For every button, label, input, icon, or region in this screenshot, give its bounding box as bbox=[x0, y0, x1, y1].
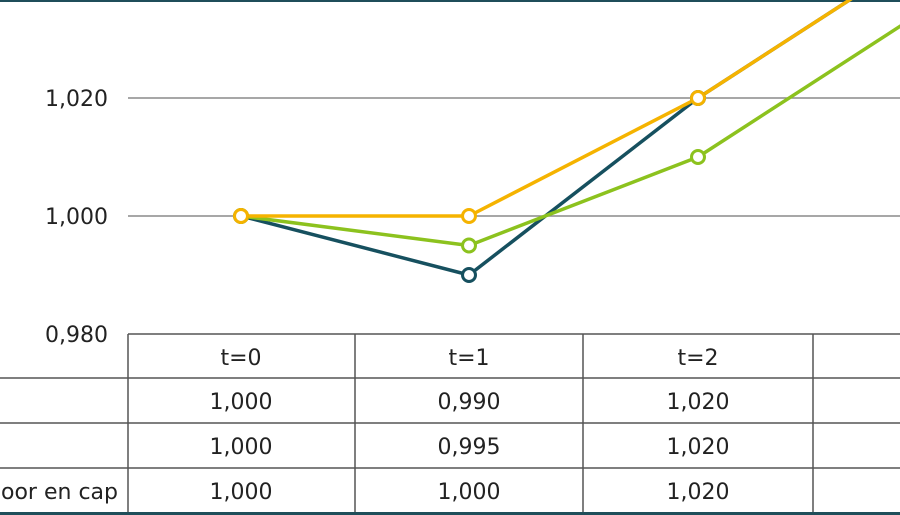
y-tick-label: 1,000 bbox=[45, 205, 108, 230]
table-header-cell: t=2 bbox=[677, 346, 718, 371]
data-table: t=0t=1t=2t=31,0000,9901,02011,0000,9951,… bbox=[0, 333, 900, 512]
series-name: oor en cap bbox=[1, 480, 118, 505]
table-value-cell: 1,020 bbox=[667, 480, 730, 505]
data-point bbox=[461, 267, 477, 283]
series-line bbox=[240, 0, 853, 277]
table-value-cell: 0,990 bbox=[438, 390, 501, 415]
top-border bbox=[0, 0, 900, 2]
y-tick-label: 0,980 bbox=[45, 323, 108, 348]
bottom-border bbox=[0, 512, 900, 515]
table-value-cell: 1,000 bbox=[210, 435, 273, 460]
table-value-cell: 1,000 bbox=[438, 480, 501, 505]
series-markers bbox=[233, 90, 706, 283]
table-value-cell: 1,020 bbox=[667, 435, 730, 460]
data-point bbox=[690, 90, 706, 106]
y-tick-labels: 0,980 1,000 1,020 bbox=[45, 87, 108, 348]
table-value-cell: 1,020 bbox=[667, 390, 730, 415]
data-point bbox=[233, 208, 249, 224]
y-tick-label: 1,020 bbox=[45, 87, 108, 112]
data-point bbox=[461, 237, 477, 254]
series-line bbox=[240, 24, 900, 248]
table-value-cell: 1,000 bbox=[210, 480, 273, 505]
table-header-cell: t=0 bbox=[220, 346, 261, 371]
data-point bbox=[461, 208, 477, 224]
table-value-cell: 0,995 bbox=[438, 435, 501, 460]
table-header-cell: t=1 bbox=[448, 346, 489, 371]
series-line bbox=[241, 0, 853, 218]
data-point bbox=[690, 149, 706, 165]
table-value-cell: 1,000 bbox=[210, 390, 273, 415]
series-lines bbox=[240, 0, 900, 277]
grid-lines bbox=[128, 97, 900, 217]
